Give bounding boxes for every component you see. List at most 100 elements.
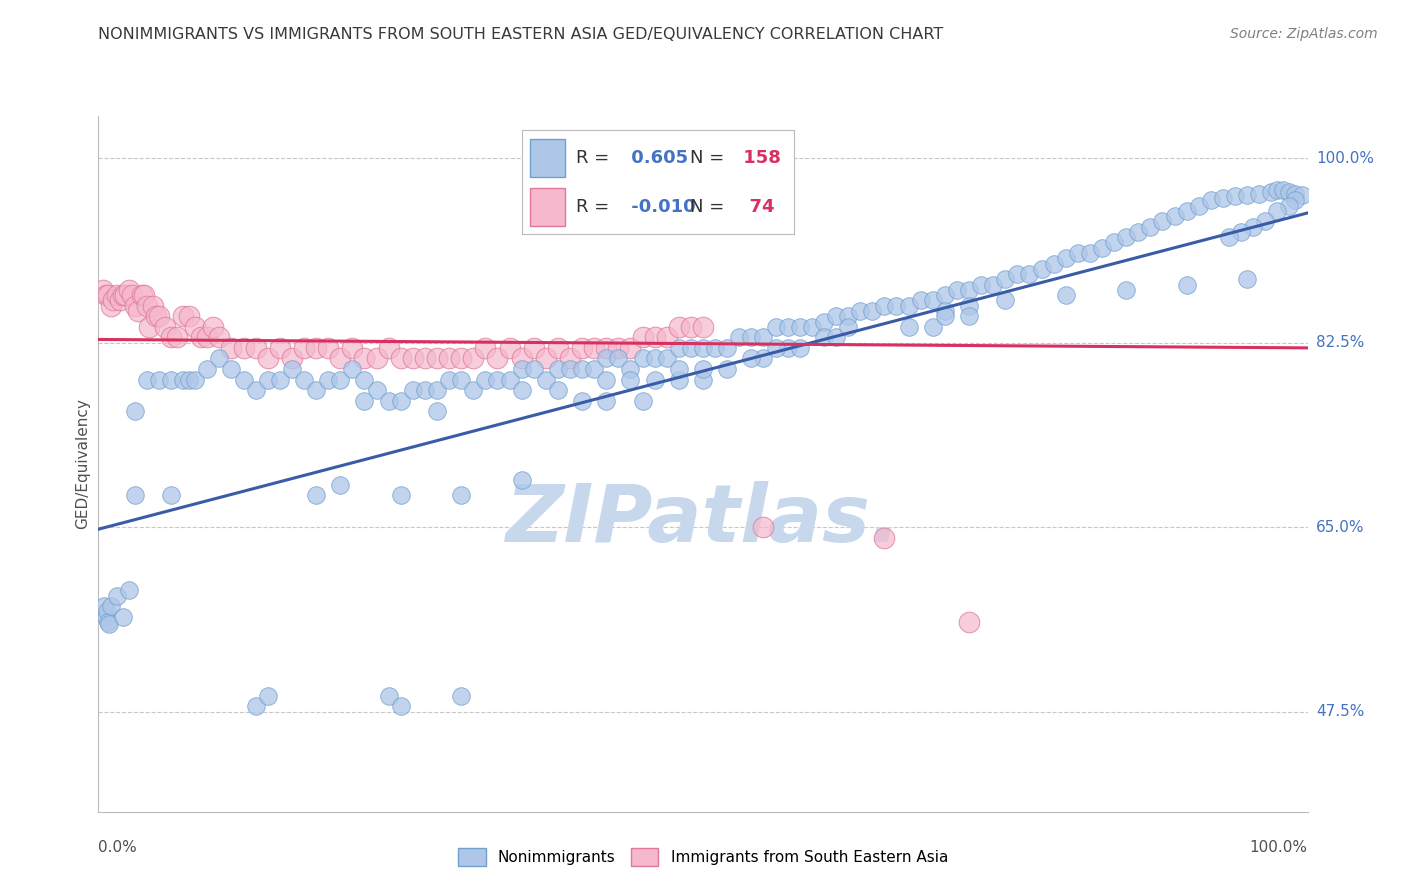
Text: 47.5%: 47.5% bbox=[1316, 704, 1364, 719]
Point bbox=[94, 609, 117, 624]
Point bbox=[510, 362, 533, 376]
Point bbox=[138, 319, 160, 334]
Point bbox=[655, 330, 678, 344]
Point bbox=[619, 362, 641, 376]
Point bbox=[118, 283, 141, 297]
Point bbox=[124, 299, 146, 313]
Point bbox=[221, 362, 243, 376]
Point bbox=[728, 330, 751, 344]
Point bbox=[595, 351, 617, 366]
Point bbox=[124, 488, 146, 502]
Point bbox=[1284, 186, 1306, 201]
Point bbox=[329, 478, 352, 492]
Point bbox=[402, 383, 425, 397]
Point bbox=[849, 304, 872, 318]
Point bbox=[1067, 246, 1090, 260]
Point bbox=[752, 520, 775, 534]
Point bbox=[510, 383, 533, 397]
Point bbox=[105, 589, 128, 603]
Point bbox=[970, 277, 993, 292]
Point bbox=[571, 393, 593, 408]
Point bbox=[177, 310, 201, 324]
Point bbox=[644, 372, 666, 386]
Text: 65.0%: 65.0% bbox=[1316, 520, 1364, 534]
Point bbox=[776, 319, 799, 334]
Point bbox=[668, 319, 690, 334]
Point bbox=[994, 272, 1017, 286]
Point bbox=[910, 293, 932, 308]
Point bbox=[607, 341, 630, 355]
Point bbox=[329, 351, 352, 366]
Point bbox=[413, 383, 436, 397]
Point bbox=[281, 351, 304, 366]
Point bbox=[716, 341, 738, 355]
Point bbox=[208, 351, 231, 366]
Point bbox=[679, 319, 702, 334]
Point bbox=[668, 372, 690, 386]
Point bbox=[160, 488, 183, 502]
Point bbox=[389, 393, 412, 408]
Point bbox=[921, 293, 943, 308]
Point bbox=[534, 351, 557, 366]
Point bbox=[886, 299, 908, 313]
Point bbox=[177, 372, 201, 386]
Point bbox=[256, 689, 278, 703]
Point bbox=[668, 341, 690, 355]
Point bbox=[281, 362, 304, 376]
Point bbox=[994, 293, 1017, 308]
Point bbox=[195, 362, 218, 376]
Point bbox=[121, 288, 143, 302]
Point bbox=[558, 351, 581, 366]
Point bbox=[595, 341, 617, 355]
Point bbox=[426, 383, 449, 397]
Point bbox=[131, 288, 153, 302]
Point bbox=[789, 319, 811, 334]
Point bbox=[245, 699, 267, 714]
Point bbox=[1115, 283, 1137, 297]
Point bbox=[1260, 185, 1282, 199]
Point bbox=[547, 362, 569, 376]
Point bbox=[98, 617, 121, 632]
Point bbox=[571, 341, 593, 355]
Legend: Nonimmigrants, Immigrants from South Eastern Asia: Nonimmigrants, Immigrants from South Eas… bbox=[450, 841, 956, 873]
Point bbox=[111, 288, 134, 302]
Point bbox=[752, 330, 775, 344]
Point bbox=[1236, 272, 1258, 286]
Point bbox=[292, 341, 315, 355]
Point bbox=[583, 362, 606, 376]
Point bbox=[474, 372, 496, 386]
Point bbox=[450, 689, 472, 703]
Point bbox=[644, 351, 666, 366]
Point bbox=[232, 341, 254, 355]
Point bbox=[329, 372, 352, 386]
Point bbox=[450, 351, 472, 366]
Point bbox=[426, 404, 449, 418]
Point bbox=[413, 351, 436, 366]
Point bbox=[1188, 198, 1211, 212]
Point bbox=[316, 372, 339, 386]
Point bbox=[100, 599, 122, 614]
Point bbox=[740, 330, 762, 344]
Point bbox=[921, 319, 943, 334]
Point bbox=[402, 351, 425, 366]
Point bbox=[873, 299, 896, 313]
Point bbox=[1291, 188, 1313, 202]
Point bbox=[127, 304, 149, 318]
Point bbox=[450, 372, 472, 386]
Point bbox=[523, 341, 546, 355]
Point bbox=[97, 615, 120, 629]
Point bbox=[486, 372, 509, 386]
Point bbox=[353, 393, 375, 408]
Point bbox=[202, 319, 225, 334]
Point bbox=[377, 689, 399, 703]
Point bbox=[1212, 191, 1234, 205]
Point bbox=[607, 351, 630, 366]
Point bbox=[1265, 183, 1288, 197]
Point bbox=[1218, 230, 1240, 244]
Point bbox=[463, 383, 485, 397]
Point bbox=[1272, 183, 1295, 197]
Point bbox=[813, 314, 835, 328]
Point bbox=[97, 288, 120, 302]
Point bbox=[377, 341, 399, 355]
Point bbox=[118, 583, 141, 598]
